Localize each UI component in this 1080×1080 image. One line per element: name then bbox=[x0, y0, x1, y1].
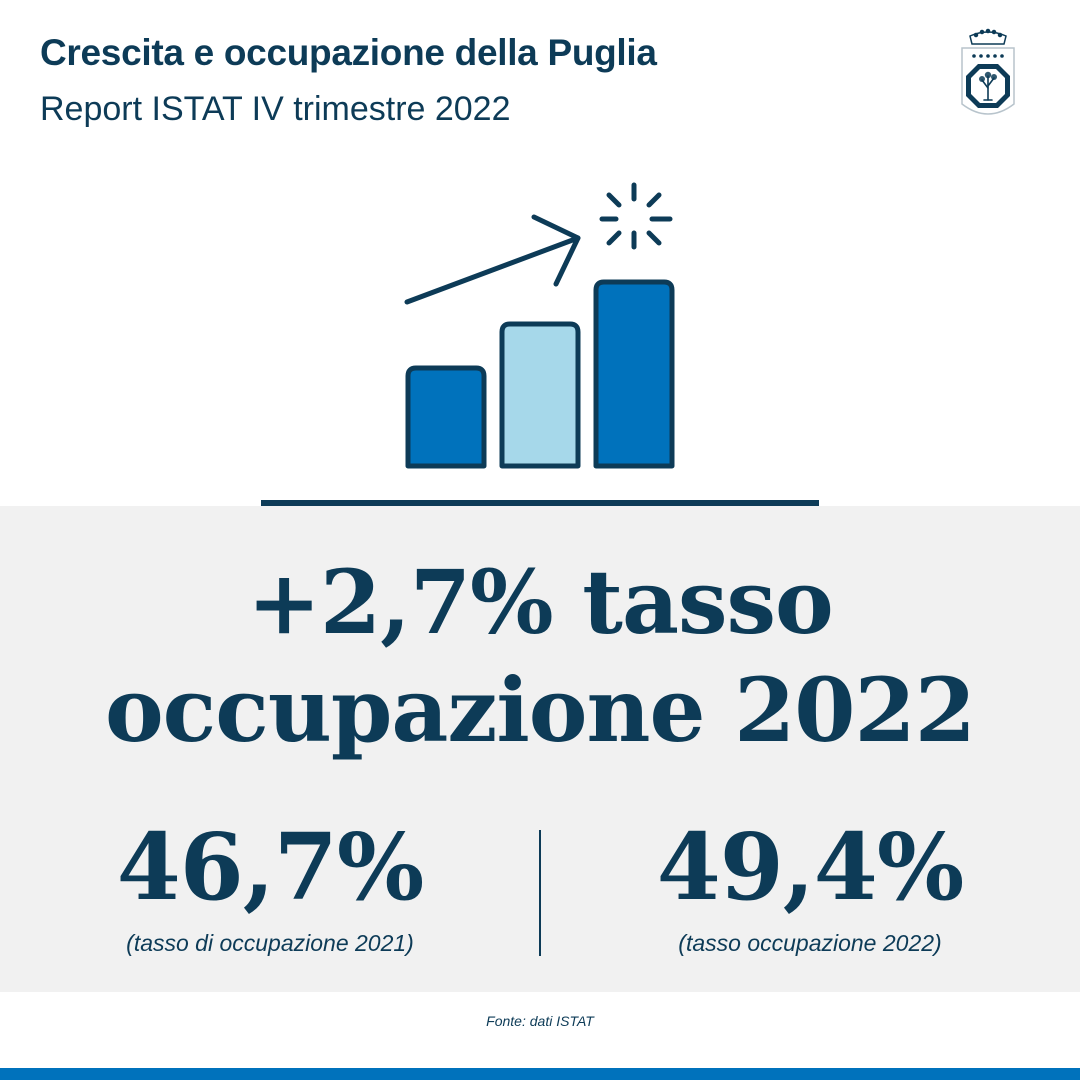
growth-bar-chart-icon bbox=[404, 182, 675, 469]
sparkle-icon bbox=[599, 182, 673, 250]
bottom-accent-bar bbox=[0, 1068, 1080, 1080]
page-title: Crescita e occupazione della Puglia bbox=[40, 32, 657, 73]
stats-separator bbox=[539, 830, 541, 956]
divider-line bbox=[261, 500, 819, 506]
bar-large bbox=[593, 279, 675, 469]
regione-puglia-emblem-icon bbox=[961, 28, 1015, 115]
bar-small bbox=[405, 365, 487, 469]
stat-label: (tasso di occupazione 2021) bbox=[126, 930, 414, 956]
stat-2022: 49,4% (tasso occupazione 2022) bbox=[560, 812, 1060, 957]
stat-2021: 46,7% (tasso di occupazione 2021) bbox=[20, 812, 520, 957]
source-note: Fonte: dati ISTAT bbox=[486, 1013, 594, 1029]
headline-line-1: +2,7% tasso bbox=[247, 550, 834, 654]
headline-line-2: occupazione 2022 bbox=[104, 658, 976, 762]
stat-value: 49,4% bbox=[656, 813, 965, 921]
page-subtitle: Report ISTAT IV trimestre 2022 bbox=[40, 90, 511, 128]
stat-value: 46,7% bbox=[116, 813, 425, 921]
bar-medium bbox=[499, 321, 581, 469]
stat-label: (tasso occupazione 2022) bbox=[678, 930, 942, 956]
headline: +2,7% tasso occupazione 2022 bbox=[40, 548, 1040, 764]
trend-arrow-icon bbox=[404, 214, 581, 305]
